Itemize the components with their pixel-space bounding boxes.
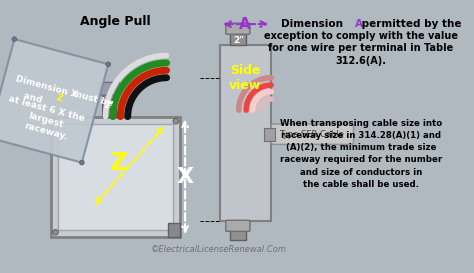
Text: at least 6 X the: at least 6 X the: [7, 95, 85, 124]
Text: largest: largest: [27, 111, 65, 129]
Text: 312.6(A).: 312.6(A).: [336, 55, 386, 66]
Text: When transposing cable size into: When transposing cable size into: [280, 119, 442, 128]
Bar: [58, 124, 173, 230]
Text: permitted by the: permitted by the: [358, 19, 462, 29]
Text: and: and: [23, 91, 46, 105]
Text: and size of conductors in: and size of conductors in: [300, 168, 422, 177]
Circle shape: [80, 160, 84, 165]
Polygon shape: [0, 39, 108, 163]
Text: A: A: [355, 19, 363, 29]
Text: Z: Z: [109, 151, 128, 175]
Text: Side
view: Side view: [229, 64, 261, 92]
Text: Angle Pull: Angle Pull: [81, 15, 151, 28]
Text: 2": 2": [104, 101, 115, 110]
Circle shape: [106, 62, 110, 67]
FancyBboxPatch shape: [271, 124, 354, 144]
Circle shape: [173, 118, 179, 124]
FancyBboxPatch shape: [51, 117, 181, 237]
Text: Z: Z: [55, 93, 64, 103]
Text: raceway required for the number: raceway required for the number: [280, 155, 442, 164]
Text: the cable shall be used.: the cable shall be used.: [303, 180, 419, 189]
Text: Type SER Cable: Type SER Cable: [279, 130, 345, 139]
Bar: [229, 221, 246, 240]
FancyBboxPatch shape: [226, 23, 250, 34]
Circle shape: [53, 230, 58, 235]
Text: must be: must be: [68, 88, 114, 108]
Text: exception to comply with the value: exception to comply with the value: [264, 31, 458, 41]
Text: ©ElectricalLicenseRenewal.Com: ©ElectricalLicenseRenewal.Com: [151, 245, 287, 254]
Text: Dimension X: Dimension X: [14, 74, 78, 100]
Text: for one wire per terminal in Table: for one wire per terminal in Table: [268, 43, 454, 54]
Circle shape: [53, 118, 58, 124]
Bar: [229, 27, 246, 45]
Text: A: A: [239, 17, 251, 32]
Text: raceway size in 314.28(A)(1) and: raceway size in 314.28(A)(1) and: [281, 131, 441, 140]
Text: (A)(2), the minimum trade size: (A)(2), the minimum trade size: [286, 143, 436, 152]
Text: X: X: [176, 167, 194, 187]
FancyBboxPatch shape: [226, 220, 250, 231]
FancyBboxPatch shape: [99, 82, 119, 95]
Circle shape: [173, 230, 179, 235]
Circle shape: [12, 37, 17, 41]
Bar: [264, 128, 275, 141]
Text: Dimension: Dimension: [282, 19, 347, 29]
Text: raceway.: raceway.: [24, 121, 69, 141]
Bar: [220, 45, 271, 221]
Bar: [167, 223, 181, 237]
Bar: [103, 89, 116, 117]
Text: 2": 2": [233, 36, 244, 45]
